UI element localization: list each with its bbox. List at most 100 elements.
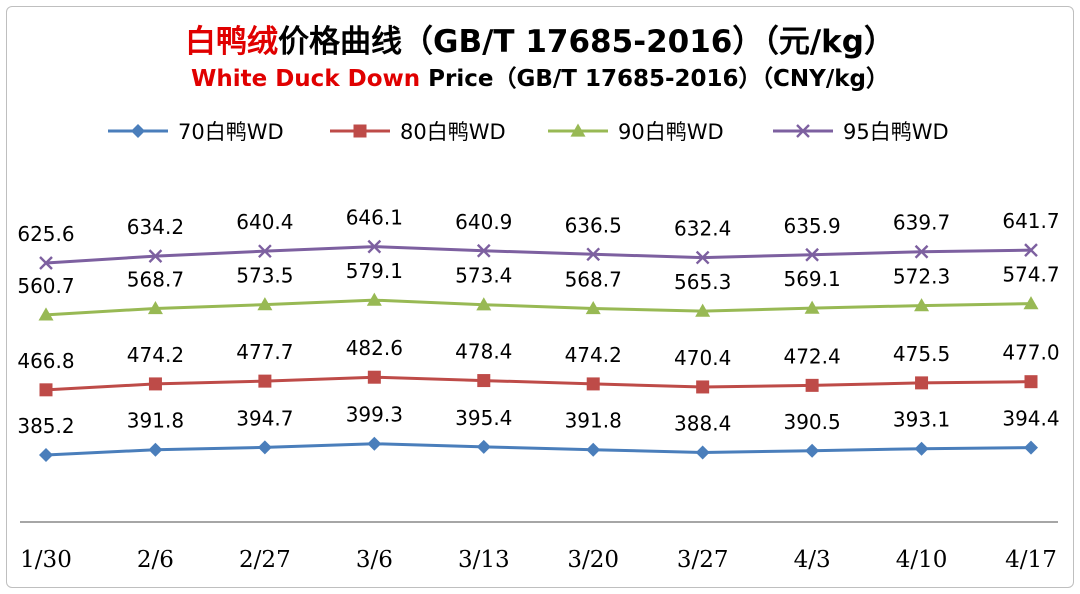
chart-subtitle: White Duck Down Price（GB/T 17685-2016）（C… [191,65,889,92]
data-point [258,244,272,259]
series-3: 560.7 568.7 573.5 579.1 573.4 568.7 565.3 569.1… [17,259,1060,321]
data-label: 478.4 [455,340,512,364]
data-label: 560.7 [17,274,74,298]
data-point [914,244,929,259]
data-label: 477.0 [1002,341,1059,365]
data-label: 568.7 [565,267,622,291]
data-point [367,436,382,451]
data-point [148,249,163,263]
chart-frame [6,6,1074,588]
x-tick-label: 4/10 [896,547,948,573]
data-label: 634.2 [127,215,184,239]
data-label: 641.7 [1002,209,1059,233]
data-point [148,377,162,391]
data-point [914,441,929,456]
data-label: 394.4 [1002,407,1059,431]
data-label: 482.6 [346,336,403,360]
data-label: 474.2 [127,343,184,367]
series-line-3 [45,298,1032,317]
data-label: 569.1 [783,267,840,291]
series-line-2 [45,375,1032,392]
data-label: 632.4 [674,217,731,241]
data-point [695,445,710,460]
data-point [1024,440,1038,455]
data-point [804,300,820,314]
data-point [805,247,819,262]
legend: 70白鸭WD 80白鸭WD 90白鸭WD 95白鸭WD [108,120,949,144]
legend-label-3: 90白鸭WD [618,120,724,144]
data-point [1024,375,1038,389]
series-layer: 385.2 391.8 394.7 399.3 395.4 391.8 388.4 390.5… [17,206,1060,462]
data-point [476,297,492,311]
data-label: 565.3 [674,270,731,294]
legend-marker-1 [131,124,145,138]
data-point [696,380,710,394]
data-label: 385.2 [17,414,74,438]
data-label: 395.4 [455,406,512,430]
data-label: 388.4 [674,411,731,435]
x-tick-label: 3/20 [567,547,619,573]
data-label: 640.9 [455,210,512,234]
series-1: 385.2 391.8 394.7 399.3 395.4 391.8 388.4 390.5… [17,403,1060,462]
data-label: 399.3 [346,403,403,427]
data-label: 477.7 [236,340,293,364]
chart-title: 白鸭绒价格曲线（GB/T 17685-2016）（元/kg） [185,24,895,60]
data-point [366,292,382,306]
data-point [586,247,601,262]
data-point [258,374,272,388]
data-point [915,376,929,390]
data-label: 393.1 [893,408,950,432]
legend-label-4: 95白鸭WD [843,120,949,144]
data-point [695,250,710,265]
data-label: 636.5 [565,213,622,237]
data-point [148,442,163,457]
data-label: 466.8 [17,349,74,373]
x-tick-label: 2/27 [239,547,291,573]
data-point [147,300,163,315]
data-label: 568.7 [127,267,184,291]
data-point [805,378,819,392]
data-point [39,256,53,270]
data-point [367,370,381,384]
data-point [586,377,600,391]
chart-title-rest: 价格曲线（GB/T 17685-2016）（元/kg） [278,24,895,60]
data-label: 475.5 [893,342,950,366]
data-point [477,374,491,388]
data-point [476,243,491,258]
series-line-4 [45,245,1032,265]
data-point [257,440,272,455]
x-tick-label: 3/27 [677,547,729,573]
chart-subtitle-red: White Duck Down [191,66,420,92]
data-point [1023,296,1039,310]
x-tick-label: 3/6 [356,547,393,573]
data-label: 474.2 [565,343,622,367]
data-label: 391.8 [127,409,184,433]
data-label: 573.5 [236,264,293,288]
data-label: 579.1 [346,259,403,283]
series-4: 625.6 634.2 640.4 646.1 640.9 636.5 632.4 635.9… [17,206,1060,270]
data-label: 470.4 [674,346,731,370]
x-tick-label: 4/3 [794,547,831,573]
data-point [39,448,53,462]
x-axis-ticks: 1/30 2/6 2/27 3/6 3/13 3/20 3/27 4/3 4/10 4/17 [20,547,1057,573]
data-point [476,439,491,454]
legend-marker-3 [570,123,586,137]
data-point [39,383,53,397]
legend-marker-2 [353,124,367,138]
chart-title-red: 白鸭绒 [185,24,278,60]
data-label: 646.1 [346,206,403,230]
x-tick-label: 3/13 [458,547,510,573]
data-point [585,300,601,315]
data-point [805,443,820,458]
x-tick-label: 2/6 [137,547,174,573]
data-point [695,303,711,317]
data-label: 391.8 [565,409,622,433]
data-point [367,239,382,254]
data-label: 640.4 [236,210,293,234]
data-label: 573.4 [455,264,512,288]
chart-subtitle-rest: Price（GB/T 17685-2016）（CNY/kg） [420,65,889,92]
legend-label-1: 70白鸭WD [178,120,284,144]
data-label: 390.5 [783,410,840,434]
data-point [1024,243,1038,257]
